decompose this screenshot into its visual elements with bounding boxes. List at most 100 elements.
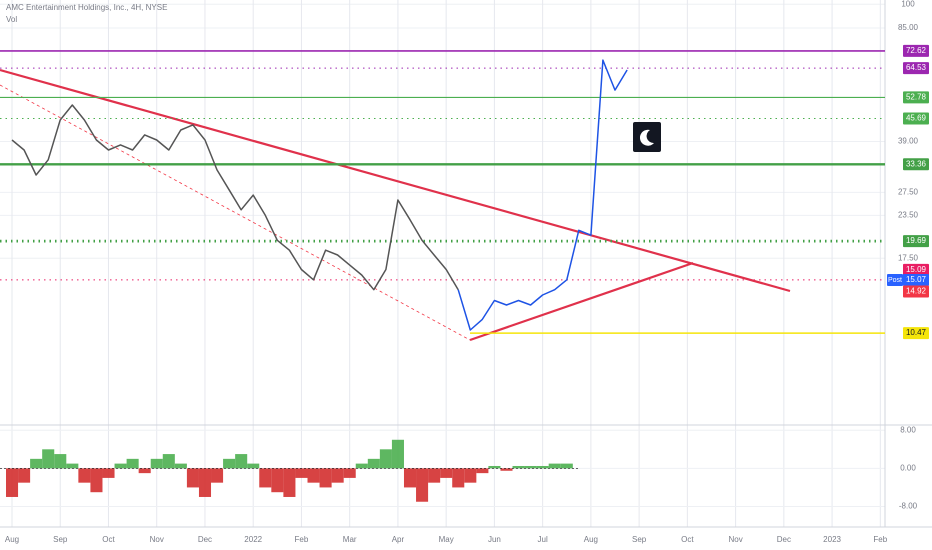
y-tick-label: 0.00 — [900, 463, 916, 472]
oscillator-bar — [126, 458, 139, 469]
trend-channel — [0, 84, 471, 341]
y-tick-label: 27.50 — [898, 188, 919, 197]
oscillator-bar — [66, 463, 79, 469]
oscillator-bar — [283, 468, 296, 497]
x-tick-label: Mar — [343, 535, 357, 544]
oscillator-bar — [90, 468, 103, 493]
x-tick-label: Jun — [488, 535, 501, 544]
level-badge — [903, 263, 929, 276]
level-badge — [903, 327, 929, 340]
theme-icon[interactable] — [633, 122, 661, 152]
oscillator-bar — [524, 465, 537, 469]
level-badge — [903, 91, 929, 104]
price-line — [457, 59, 628, 331]
oscillator-bar — [331, 468, 344, 483]
x-tick-label: Dec — [198, 535, 212, 544]
x-tick-label: Oct — [681, 535, 694, 544]
oscillator-bar — [464, 468, 477, 483]
oscillator-bar — [102, 468, 115, 478]
level-badge — [903, 62, 929, 75]
level-badge — [903, 44, 929, 57]
x-tick-label: Aug — [584, 535, 598, 544]
x-tick-label: Feb — [295, 535, 309, 544]
post-label: Post — [888, 277, 902, 284]
level-badge — [903, 235, 929, 248]
oscillator-bar — [367, 458, 380, 469]
post-badge — [887, 274, 903, 287]
oscillator-bar — [150, 458, 163, 469]
price-badge-label: 15.07 — [906, 275, 927, 284]
oscillator-bar — [379, 449, 392, 469]
level-badge — [903, 158, 929, 171]
oscillator-bar — [78, 468, 91, 483]
price-badge-label: 14.92 — [906, 287, 927, 296]
oscillator-bar — [560, 463, 573, 469]
x-tick-label: 2023 — [823, 535, 841, 544]
chart-title: AMC Entertainment Holdings, Inc., 4H, NY… — [6, 3, 167, 12]
level-badge — [903, 112, 929, 125]
oscillator-bar — [295, 468, 308, 478]
level-badge-label: 15.09 — [906, 265, 927, 274]
x-tick-label: Aug — [5, 535, 19, 544]
oscillator-bar — [138, 468, 151, 474]
oscillator-bar — [319, 468, 332, 488]
level-badge-label: 52.78 — [906, 93, 927, 102]
oscillator-bar — [259, 468, 272, 488]
level-badge-label: 19.69 — [906, 236, 927, 245]
level-badge-label: 64.53 — [906, 63, 927, 72]
y-tick-label: 8.00 — [900, 425, 916, 434]
y-tick-label: 17.50 — [898, 253, 919, 262]
oscillator-bar — [162, 454, 175, 469]
y-tick-label: 23.50 — [898, 210, 919, 219]
price-badge — [903, 285, 929, 298]
oscillator-bar — [428, 468, 441, 483]
oscillator-bar — [536, 465, 549, 469]
oscillator-bar — [403, 468, 417, 488]
oscillator-bar — [174, 463, 187, 469]
y-tick-label: 100 — [901, 0, 915, 8]
oscillator-bar — [42, 449, 55, 469]
oscillator-bar — [391, 439, 404, 469]
x-tick-label: Feb — [873, 535, 887, 544]
x-tick-label: Oct — [102, 535, 115, 544]
oscillator-bar — [30, 458, 43, 469]
oscillator-bar — [343, 468, 356, 478]
level-badge-label: 72.62 — [906, 46, 927, 55]
trend-line-up — [469, 261, 694, 342]
x-tick-label: Sep — [632, 535, 647, 544]
level-badge-label: 45.69 — [906, 114, 927, 123]
oscillator-bar — [18, 468, 31, 483]
oscillator-bar — [307, 468, 320, 483]
oscillator-bar — [186, 468, 199, 488]
oscillator-bar — [271, 468, 284, 493]
oscillator-bar — [54, 454, 67, 469]
level-badge-label: 33.36 — [906, 159, 927, 168]
oscillator-bar — [235, 454, 248, 469]
trend-line-down — [0, 68, 791, 293]
y-tick-label: 85.00 — [898, 23, 919, 32]
price-line — [11, 104, 459, 291]
oscillator-bar — [476, 468, 489, 474]
y-tick-label: 39.00 — [898, 137, 919, 146]
level-badge-label: 10.47 — [906, 328, 927, 337]
oscillator-bar — [223, 458, 236, 469]
x-tick-label: May — [439, 535, 454, 544]
x-tick-label: Nov — [150, 535, 164, 544]
x-tick-label: Nov — [728, 535, 742, 544]
x-tick-label: Sep — [53, 535, 68, 544]
price-badge — [903, 274, 929, 287]
oscillator-bar — [500, 468, 513, 471]
oscillator-bar — [440, 468, 453, 478]
x-tick-label: Apr — [392, 535, 405, 544]
y-tick-label: -8.00 — [899, 502, 918, 511]
oscillator-bar — [548, 463, 561, 469]
oscillator-bar — [416, 468, 429, 502]
oscillator-bar — [512, 465, 525, 469]
oscillator-bar — [6, 468, 19, 497]
oscillator-bar — [488, 465, 501, 469]
oscillator-bar — [247, 463, 260, 469]
oscillator-bar — [452, 468, 465, 488]
oscillator-bar — [211, 468, 224, 483]
